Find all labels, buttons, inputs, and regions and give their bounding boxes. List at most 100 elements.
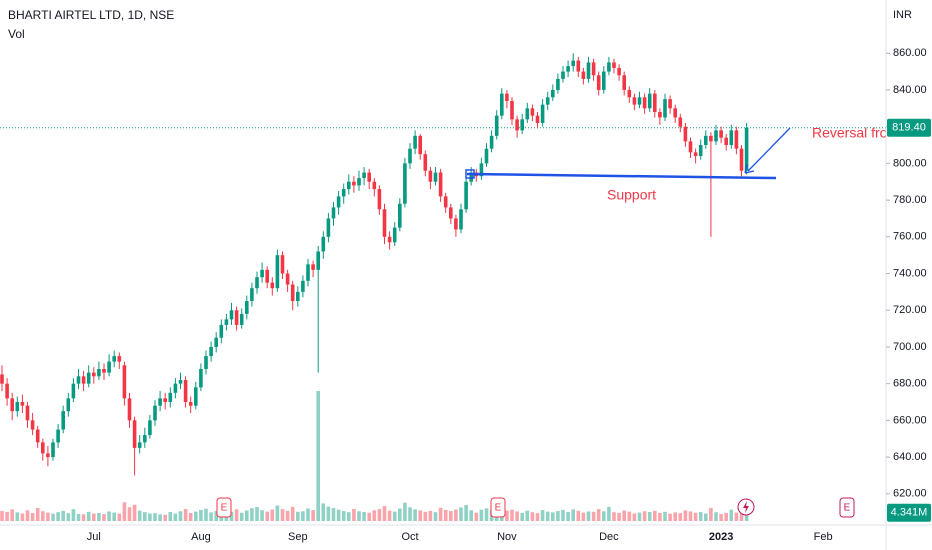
volume-bar	[41, 511, 45, 521]
candle-body	[454, 218, 458, 230]
volume-bar	[306, 508, 310, 521]
candle-body	[744, 127, 749, 171]
volume-bar	[602, 511, 606, 521]
volume-bar	[734, 512, 739, 521]
x-tick-label: Dec	[599, 531, 619, 543]
volume-bar	[66, 513, 71, 521]
volume-bar	[15, 512, 20, 521]
dividend-event[interactable]	[737, 498, 755, 516]
candle-body	[403, 163, 407, 204]
volume-bar	[301, 511, 305, 521]
support-label: Support	[607, 187, 656, 203]
volume-bar	[581, 512, 586, 521]
candle-body	[265, 269, 269, 283]
volume-bar	[724, 512, 728, 521]
candle-body	[341, 189, 346, 197]
candle-body	[204, 356, 208, 369]
candle-body	[377, 189, 382, 210]
volume-bar	[515, 511, 519, 521]
volume-bar	[0, 511, 4, 521]
candle-body	[239, 313, 244, 325]
volume-bar	[178, 511, 183, 521]
candle-body	[581, 71, 586, 79]
candle-body	[561, 71, 565, 79]
candle-body	[714, 130, 718, 142]
candle-body	[316, 251, 320, 270]
candle-body	[469, 172, 473, 182]
volume-bar	[505, 510, 509, 521]
volume-bar	[704, 513, 708, 521]
candle-body	[500, 93, 504, 116]
event-label: E	[844, 503, 851, 514]
volume-bar	[382, 506, 387, 521]
candle-body	[668, 99, 672, 109]
volume-bar	[214, 511, 218, 521]
volume-bar	[51, 513, 55, 521]
volume-bar	[168, 512, 173, 521]
candle-body	[535, 115, 540, 123]
volume-bar	[188, 512, 193, 521]
candle-body	[326, 218, 331, 237]
candle-body	[255, 277, 259, 289]
candle-body	[729, 130, 734, 146]
candle-body	[285, 273, 290, 285]
candle-body	[505, 93, 509, 101]
volume-bar	[255, 507, 259, 521]
candle-body	[596, 75, 601, 90]
candle-body	[46, 453, 50, 458]
volume-bar	[398, 508, 402, 521]
candle-body	[301, 280, 305, 292]
candle-body	[591, 62, 596, 76]
volume-bar	[744, 512, 749, 521]
candle-body	[576, 60, 581, 72]
candle-body	[398, 203, 402, 228]
candle-body	[678, 117, 683, 127]
volume-bar	[122, 502, 127, 521]
candle-body	[188, 402, 193, 406]
volume-bar	[617, 512, 621, 521]
earnings-event[interactable]: E	[216, 497, 232, 518]
candle-body	[443, 196, 448, 208]
arrow-head	[744, 163, 755, 174]
volume-bar	[46, 512, 50, 521]
volume-bar	[566, 512, 570, 521]
volume-bar	[112, 512, 116, 521]
volume-bar	[35, 508, 40, 521]
earnings-event[interactable]: E	[839, 497, 855, 518]
candle-body	[653, 93, 657, 112]
volume-bar	[158, 514, 162, 521]
y-tick-label: 860.00	[893, 47, 927, 59]
candle-body	[693, 152, 698, 157]
volume-bar	[326, 506, 331, 521]
earnings-event[interactable]: E	[490, 497, 506, 518]
candle-body	[566, 66, 570, 72]
candle-body	[35, 429, 40, 443]
volume-bar	[372, 510, 377, 521]
volume-bar	[275, 505, 280, 521]
candle-body	[642, 97, 647, 109]
event-icon	[743, 501, 749, 513]
event-badge[interactable]	[490, 497, 506, 518]
candle-body	[245, 301, 249, 314]
volume-bar	[352, 508, 356, 521]
x-tick-label: Nov	[497, 531, 517, 543]
volume-bar	[474, 512, 479, 521]
candle-body	[30, 420, 35, 430]
candle-body	[76, 376, 81, 384]
candle-body	[347, 181, 351, 190]
candle-body	[418, 135, 422, 155]
event-label: E	[221, 503, 228, 514]
volume-bar	[540, 510, 545, 521]
candle-body	[525, 108, 530, 120]
candle-body	[413, 135, 417, 149]
event-badge[interactable]	[839, 497, 855, 518]
candle-body	[56, 429, 60, 443]
event-badge[interactable]	[216, 497, 232, 518]
volume-bar	[413, 509, 417, 521]
volume-bar	[510, 509, 514, 521]
candle-body	[122, 365, 127, 399]
y-tick-label: 840.00	[893, 84, 927, 96]
volume-bar	[234, 509, 239, 521]
